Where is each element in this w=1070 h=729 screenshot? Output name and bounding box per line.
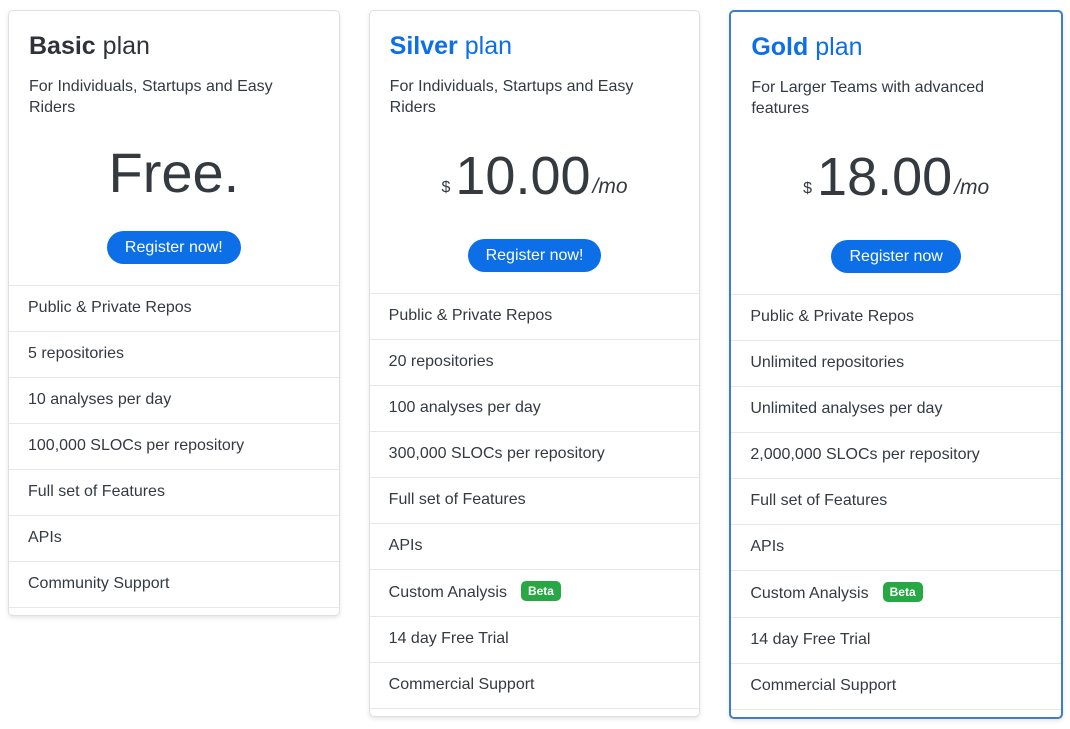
feature-list: Public & Private Repos 5 repositories 10 a… (9, 284, 339, 615)
feature-item: 20 repositories (369, 340, 700, 386)
feature-label: Commercial Support (388, 676, 535, 694)
feature-label: APIs (388, 537, 423, 555)
feature-item: 14 day Free Trial (369, 617, 700, 663)
feature-list: Public & Private Repos 20 repositories 100… (369, 292, 700, 716)
feature-label: 20 repositories (388, 353, 494, 371)
plan-card-silver: Silver plan For Individuals, Startups an… (368, 10, 701, 717)
feature-item: Full set of Features (9, 470, 339, 516)
beta-badge: Beta (882, 582, 923, 603)
price-currency: $ (803, 179, 813, 197)
feature-label: 100,000 SLOCs per repository (28, 437, 245, 455)
plan-title-suffix: plan (815, 33, 863, 61)
feature-label: Full set of Features (750, 492, 888, 510)
plan-price: Free. (29, 144, 319, 201)
feature-label: 100 analyses per day (388, 399, 541, 417)
feature-item: Custom Analysis Beta (731, 571, 1062, 618)
feature-label: Custom Analysis (750, 585, 869, 603)
plan-name: Gold (751, 33, 809, 61)
plan-header-gold: Gold plan For Larger Teams with advanced… (731, 12, 1061, 273)
feature-item: 2,000,000 SLOCs per repository (731, 433, 1062, 479)
price-amount: 10.00 (455, 145, 591, 206)
price-period: /mo (954, 175, 990, 199)
feature-list: Public & Private Repos Unlimited reposito… (731, 293, 1062, 717)
feature-label: 5 repositories (28, 345, 125, 363)
price-amount: 18.00 (817, 146, 953, 207)
plan-header-basic: Basic plan For Individuals, Startups and… (9, 11, 339, 264)
button-row: Register now! (390, 238, 680, 272)
register-button[interactable]: Register now! (467, 238, 602, 272)
plan-subtitle: For Individuals, Startups and Easy Rider… (389, 77, 634, 117)
button-row: Register now! (29, 230, 319, 264)
feature-item: Public & Private Repos (9, 286, 339, 332)
feature-item: 10 analyses per day (9, 378, 339, 424)
feature-label: 14 day Free Trial (388, 630, 509, 648)
plan-title: Silver plan (390, 32, 680, 61)
plan-name: Basic (29, 32, 96, 60)
feature-label: 300,000 SLOCs per repository (388, 445, 605, 463)
feature-item: Full set of Features (369, 478, 700, 524)
feature-label: 2,000,000 SLOCs per repository (750, 446, 980, 464)
plan-title-suffix: plan (464, 32, 512, 60)
price-period: /mo (592, 174, 628, 198)
plan-header-silver: Silver plan For Individuals, Startups an… (370, 11, 700, 272)
feature-label: Unlimited repositories (750, 354, 905, 372)
feature-item: 100,000 SLOCs per repository (9, 424, 339, 470)
feature-label: Public & Private Repos (750, 308, 914, 326)
feature-label: Custom Analysis (388, 584, 507, 602)
plan-price: $10.00/mo (390, 149, 680, 203)
feature-item: 300,000 SLOCs per repository (369, 432, 700, 478)
feature-item: 5 repositories (9, 332, 339, 378)
feature-label: Public & Private Repos (28, 299, 192, 317)
feature-item: Full set of Features (731, 479, 1062, 525)
feature-item: Public & Private Repos (369, 294, 700, 340)
feature-label: Full set of Features (388, 491, 526, 509)
plan-title: Gold plan (751, 33, 1041, 62)
feature-item: APIs (369, 524, 700, 570)
feature-label: Public & Private Repos (388, 307, 553, 325)
plan-price: $18.00/mo (751, 150, 1041, 204)
feature-item: Commercial Support (731, 664, 1062, 710)
feature-item: Unlimited repositories (731, 341, 1062, 387)
feature-item: Public & Private Repos (731, 295, 1062, 341)
feature-label: 10 analyses per day (28, 391, 172, 409)
feature-label: Community Support (28, 575, 170, 593)
feature-label: Unlimited analyses per day (750, 400, 943, 418)
feature-item: Unlimited analyses per day (731, 387, 1062, 433)
feature-item: Commercial Support (369, 663, 700, 709)
feature-label: 14 day Free Trial (750, 631, 871, 649)
price-currency: $ (441, 178, 451, 196)
beta-badge: Beta (520, 581, 561, 602)
plan-name: Silver (389, 32, 458, 60)
feature-item: Custom Analysis Beta (369, 570, 700, 617)
feature-label: Full set of Features (28, 483, 165, 501)
feature-label: APIs (750, 538, 785, 556)
price-free-text: Free. (108, 140, 240, 204)
plan-subtitle: For Larger Teams with advanced features (751, 78, 985, 118)
feature-item: APIs (9, 516, 339, 562)
plan-card-basic: Basic plan For Individuals, Startups and… (8, 10, 340, 616)
feature-item: APIs (731, 525, 1062, 571)
plan-card-gold: Gold plan For Larger Teams with advanced… (729, 10, 1064, 719)
register-button[interactable]: Register now! (106, 230, 241, 264)
feature-item: 14 day Free Trial (731, 618, 1062, 664)
feature-item: 100 analyses per day (369, 386, 700, 432)
feature-item: Community Support (9, 562, 339, 608)
plan-title-suffix: plan (102, 32, 150, 60)
plan-title: Basic plan (29, 32, 319, 61)
register-button[interactable]: Register now (831, 239, 961, 273)
button-row: Register now (751, 239, 1041, 273)
feature-label: Commercial Support (750, 677, 897, 695)
plan-subtitle: For Individuals, Startups and Easy Rider… (29, 77, 273, 117)
feature-label: APIs (28, 529, 62, 547)
